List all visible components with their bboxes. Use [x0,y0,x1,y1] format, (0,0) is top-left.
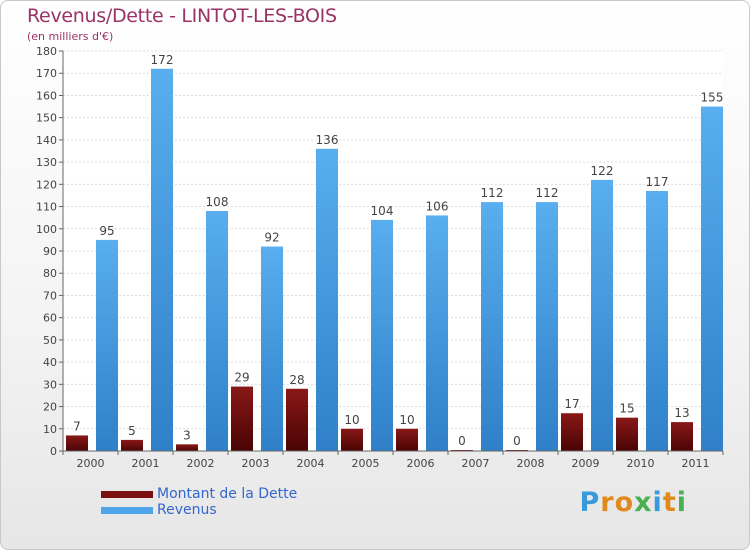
bar-debt [176,444,198,451]
x-tick-label: 2000 [77,457,105,470]
bar-debt [231,386,253,451]
y-tick-label: 100 [36,223,57,236]
x-tick-label: 2010 [627,457,655,470]
bar-revenue [316,148,338,451]
chart-subtitle: (en milliers d'€) [27,30,114,43]
data-label-debt: 10 [399,413,414,427]
bar-debt [121,439,143,451]
data-label-debt: 13 [674,406,689,420]
data-label-revenue: 92 [264,231,279,245]
data-label-revenue: 104 [371,204,394,218]
y-tick-label: 40 [43,356,57,369]
x-tick-label: 2008 [517,457,545,470]
bar-revenue [536,202,558,451]
data-label-debt: 28 [289,373,304,387]
data-label-debt: 0 [458,434,466,448]
bar-debt [286,388,308,451]
x-tick-label: 2011 [682,457,710,470]
legend-item-debt: Montant de la Dette [101,486,297,502]
x-tick-label: 2004 [297,457,325,470]
legend-label-revenue: Revenus [157,502,217,518]
data-label-debt: 15 [619,402,634,416]
y-tick-label: 140 [36,134,57,147]
bar-debt [561,413,583,451]
bar-debt [616,417,638,451]
y-tick-label: 0 [50,445,57,458]
bar-debt [341,428,363,451]
data-label-revenue: 95 [99,224,114,238]
data-label-revenue: 122 [591,164,614,178]
y-tick-label: 20 [43,401,57,414]
data-label-debt: 29 [234,371,249,385]
data-label-revenue: 112 [481,186,504,200]
y-tick-label: 70 [43,289,57,302]
data-label-debt: 17 [564,397,579,411]
bar-revenue [151,68,173,452]
y-tick-label: 110 [36,201,57,214]
logo-letter: i [676,487,687,518]
data-label-debt: 7 [73,419,81,433]
data-label-revenue: 117 [646,175,669,189]
chart-title: Revenus/Dette - LINTOT-LES-BOIS [27,5,337,27]
logo-letter: r [600,487,615,518]
bar-revenue [206,211,228,451]
bar-revenue [371,219,393,451]
bar-revenue [261,246,283,451]
y-tick-label: 30 [43,378,57,391]
x-tick-label: 2001 [132,457,160,470]
bar-revenue [646,191,668,451]
y-tick-label: 180 [36,45,57,58]
y-tick-label: 50 [43,334,57,347]
data-label-revenue: 112 [536,186,559,200]
data-label-debt: 10 [344,413,359,427]
bar-revenue [426,215,448,451]
y-tick-label: 80 [43,267,57,280]
bar-revenue [481,202,503,451]
legend-item-revenue: Revenus [101,502,297,518]
x-tick-label: 2006 [407,457,435,470]
data-label-debt: 5 [128,424,136,438]
logo-letter: x [634,487,653,518]
proxiti-logo: Proxiti [579,487,687,518]
y-tick-label: 90 [43,245,57,258]
legend-label-debt: Montant de la Dette [157,486,298,502]
x-tick-label: 2009 [572,457,600,470]
legend: Montant de la Dette Revenus [101,486,297,518]
data-label-debt: 0 [513,434,521,448]
y-tick-label: 170 [36,67,57,80]
logo-letter: t [662,487,677,518]
data-label-revenue: 108 [206,195,229,209]
x-tick-label: 2003 [242,457,270,470]
bar-debt [396,428,418,451]
y-tick-label: 120 [36,178,57,191]
bar-revenue [96,239,118,451]
logo-letter: P [579,487,601,518]
legend-swatch-revenue [101,506,153,514]
data-label-revenue: 136 [316,133,339,147]
bar-debt [66,435,88,451]
y-tick-label: 150 [36,112,57,125]
bar-debt [671,422,693,451]
x-tick-label: 2002 [187,457,215,470]
y-tick-label: 10 [43,423,57,436]
data-label-debt: 3 [183,428,191,442]
legend-swatch-debt [101,490,153,498]
x-tick-label: 2007 [462,457,490,470]
x-tick-label: 2005 [352,457,380,470]
data-label-revenue: 106 [426,199,449,213]
y-tick-label: 130 [36,156,57,169]
bar-revenue [591,179,613,451]
y-tick-label: 60 [43,312,57,325]
data-label-revenue: 155 [701,91,724,105]
logo-letter: o [614,487,635,518]
bar-revenue [701,106,723,452]
y-tick-label: 160 [36,89,57,102]
data-label-revenue: 172 [151,53,174,67]
logo-letter: i [652,487,663,518]
